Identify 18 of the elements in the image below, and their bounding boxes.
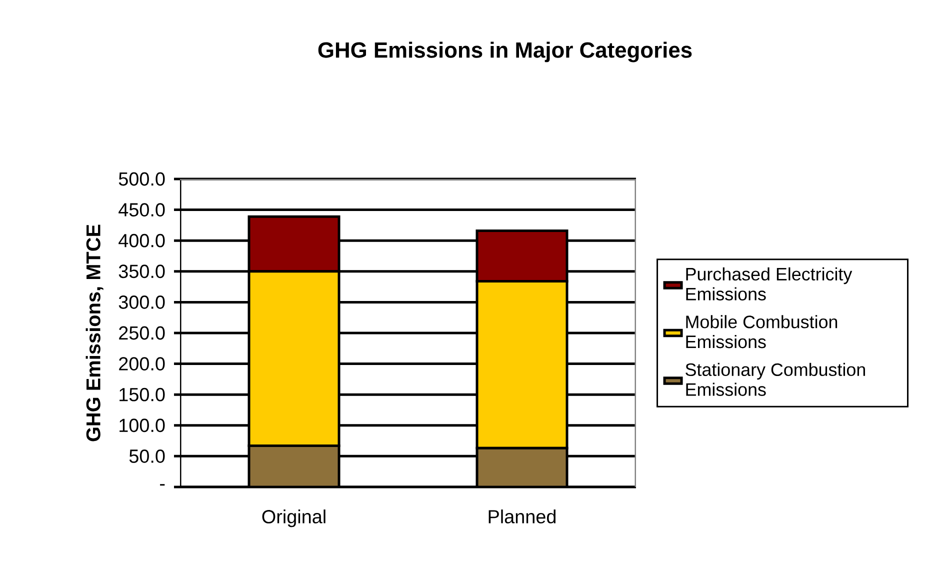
y-tick-label: 450.0 bbox=[118, 203, 165, 216]
x-tick-label: Original bbox=[262, 509, 326, 528]
y-axis-title: GHG Emissions, MTCE bbox=[86, 224, 104, 442]
y-tick-label: 350.0 bbox=[118, 264, 165, 278]
y-tick-label: - bbox=[160, 484, 165, 486]
x-tick-label: Planned bbox=[488, 509, 556, 524]
y-tick-label: 300.0 bbox=[118, 295, 165, 309]
y-tick-label: 150.0 bbox=[120, 388, 165, 402]
legend-label: Mobile Combustion Emissions bbox=[686, 315, 838, 348]
y-tick-label: 100.0 bbox=[120, 418, 165, 432]
chart-title: GHG Emissions in Major Categories bbox=[318, 42, 692, 62]
y-tick-label: 50.0 bbox=[129, 449, 165, 463]
y-tick-label: 400.0 bbox=[118, 234, 165, 248]
y-tick-label: 500.0 bbox=[118, 172, 165, 186]
legend-label: Purchased Electricity Emissions bbox=[686, 267, 852, 300]
y-tick-label: 250.0 bbox=[119, 326, 165, 340]
legend-label: Stationary Combustion Emissions bbox=[686, 362, 865, 396]
y-tick-label: 200.0 bbox=[119, 357, 165, 370]
